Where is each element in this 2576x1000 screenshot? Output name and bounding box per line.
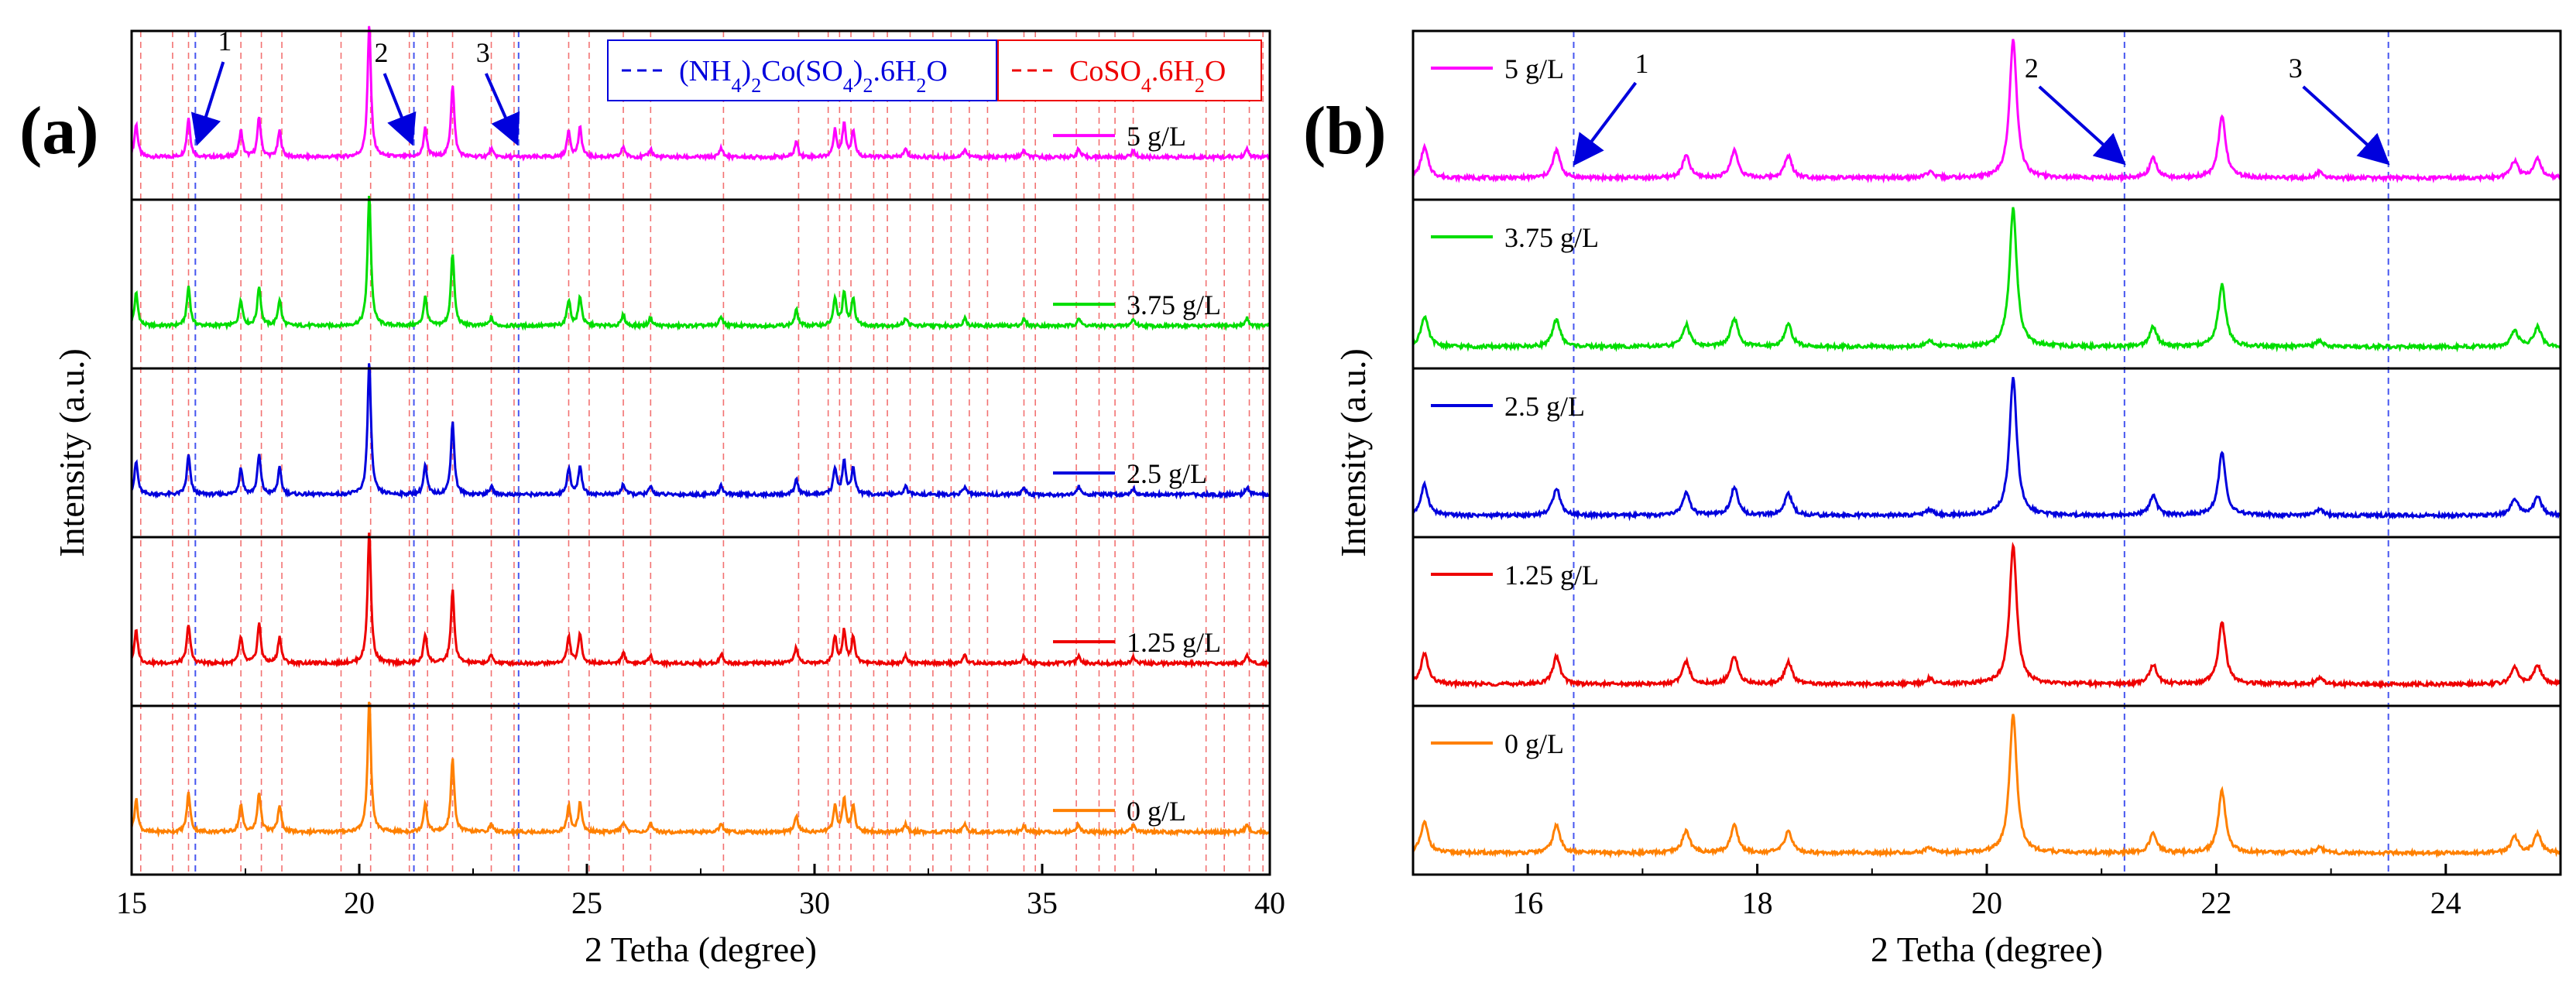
legend-label: 5 g/L [1127, 121, 1186, 152]
y-axis-title: Intensity (a.u.) [1333, 348, 1373, 557]
annotation-number: 1 [218, 26, 232, 57]
panel-a: 5 g/L 3.75 g/L 2.5 g/L 1.25 g/L 0 g/L 15 20 25 3… [19, 26, 1285, 969]
reference-legend-box [997, 39, 1262, 101]
x-axis-title: 2 Tetha (degree) [585, 930, 817, 969]
x-tick-label: 22 [2200, 885, 2231, 920]
series-line [1411, 714, 2562, 859]
panel-label: (b) [1303, 94, 1387, 169]
legend-label: 3.75 g/L [1127, 289, 1221, 320]
series-line [130, 195, 1271, 331]
reference-legend-label: CoSO4.6H2O [1069, 55, 1226, 97]
x-axis-title: 2 Tetha (degree) [1871, 930, 2103, 969]
series-line [1412, 39, 2561, 184]
x-tick-label: 30 [799, 885, 830, 920]
annotation-arrow [2302, 85, 2390, 166]
legend-label: 0 g/L [1127, 796, 1186, 827]
annotation-number: 1 [1634, 48, 1648, 79]
x-tick-label: 18 [1742, 885, 1773, 920]
legend-label: 0 g/L [1504, 728, 1564, 759]
annotation-arrow [1573, 81, 1638, 166]
x-tick-label: 35 [1027, 885, 1058, 920]
panel-b: 5 g/L 3.75 g/L 2.5 g/L 1.25 g/L 0 g/L 16 18 20 2… [1303, 29, 2562, 969]
legend-label: 3.75 g/L [1504, 222, 1599, 253]
x-tick-label: 16 [1512, 885, 1543, 920]
series-line [130, 533, 1271, 670]
x-tick-label: 40 [1254, 885, 1285, 920]
panel-label: (a) [19, 94, 99, 169]
annotation-number: 3 [476, 37, 490, 68]
annotation-number: 3 [2289, 53, 2303, 84]
y-axis-title: Intensity (a.u.) [52, 348, 91, 557]
annotation-number: 2 [2025, 53, 2039, 84]
x-tick-label: 25 [571, 885, 602, 920]
legend-label: 1.25 g/L [1127, 627, 1221, 658]
series-line [130, 26, 1271, 163]
annotation-arrow [382, 73, 417, 146]
annotation-number: 2 [375, 37, 389, 68]
reference-legend-label: (NH4)2Co(SO4)2.6H2O [679, 55, 948, 97]
x-tick-label: 20 [344, 885, 375, 920]
series-line [1411, 207, 2562, 353]
annotation-arrow [484, 73, 520, 146]
x-tick-label: 24 [2430, 885, 2461, 920]
series-line [130, 701, 1271, 838]
series-line [130, 363, 1271, 500]
legend-label: 2.5 g/L [1504, 391, 1585, 422]
annotation-arrow [190, 61, 225, 146]
x-tick-label: 20 [1971, 885, 2002, 920]
series-line [1412, 541, 2561, 690]
series-line [1411, 376, 2562, 522]
legend-label: 5 g/L [1504, 53, 1564, 84]
reference-legend-box [607, 39, 997, 101]
legend-label: 1.25 g/L [1504, 560, 1599, 591]
legend-label: 2.5 g/L [1127, 458, 1207, 489]
x-tick-label: 15 [116, 885, 147, 920]
annotation-arrow [2038, 85, 2126, 166]
